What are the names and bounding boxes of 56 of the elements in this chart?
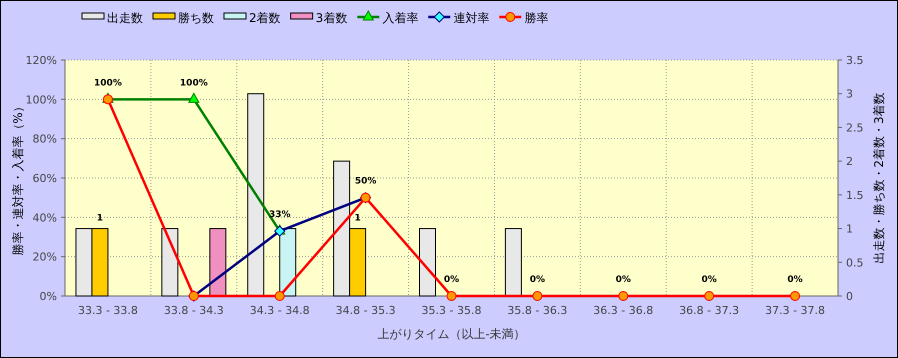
- data-label: 100%: [180, 78, 208, 88]
- y-tick-label: 20%: [32, 250, 57, 264]
- y2-tick-label: 3: [846, 88, 853, 101]
- y2-tick-label: 0.5: [846, 256, 864, 270]
- point: [188, 92, 200, 103]
- bar: [504, 228, 522, 296]
- y-tick-label: 40%: [32, 211, 57, 224]
- y-tick-label: 60%: [32, 172, 57, 185]
- y2-tick-label: 0: [846, 290, 853, 303]
- y-tick-label: 120%: [26, 54, 57, 67]
- y2-tick-label: 2.5: [846, 121, 864, 134]
- x-tick-label: 36.8 - 37.3: [679, 304, 740, 317]
- x-axis-title: 上がりタイム（以上-未満）: [377, 327, 526, 341]
- x-tick-label: 37.3 - 37.8: [765, 304, 826, 317]
- legend-label: 勝ち数: [178, 11, 214, 25]
- data-label: 50%: [354, 176, 376, 187]
- y-tick-label: 100%: [26, 93, 57, 106]
- point: [274, 291, 285, 301]
- legend-label: 入着率: [382, 11, 418, 25]
- point: [446, 291, 456, 301]
- x-tick-label: 33.8 - 34.3: [164, 304, 224, 317]
- data-label: 0%: [444, 275, 460, 285]
- legend-label: 勝率: [524, 11, 548, 25]
- data-label: 0%: [616, 275, 631, 285]
- legend-label: 2着数: [249, 11, 281, 25]
- y2-tick-label: 3.5: [846, 54, 864, 67]
- x-tick-label: 35.3 - 35.8: [422, 304, 482, 317]
- x-tick-label: 34.3 - 34.8: [250, 304, 310, 317]
- y2-tick-label: 1: [846, 222, 853, 236]
- legend-label: 出走数: [107, 11, 143, 25]
- x-tick-label: 33.3 - 33.8: [78, 304, 138, 317]
- data-label: 0%: [702, 275, 717, 285]
- x-tick-label: 36.3 - 36.8: [593, 304, 654, 317]
- point: [704, 291, 714, 301]
- y-tick-label: 0%: [40, 290, 57, 303]
- bar: [161, 228, 178, 296]
- x-tick-label: 34.8 - 35.3: [336, 304, 396, 317]
- data-label: 0%: [530, 275, 546, 285]
- data-label: 0%: [787, 275, 803, 285]
- y-tick-label: 80%: [32, 132, 57, 146]
- y2-axis-title: 出走数・勝ち数・2着数・3着数: [872, 92, 886, 264]
- bar: [247, 93, 264, 296]
- y2-tick-label: 1.5: [846, 188, 864, 202]
- point: [618, 291, 628, 301]
- legend-label: 連対率: [453, 11, 490, 25]
- y-axis-title: 勝率・連対率・入着率（%）: [11, 100, 25, 256]
- x-tick-label: 35.8 - 36.3: [507, 304, 568, 317]
- legend-label: 3着数: [316, 11, 348, 25]
- data-label: 33%: [268, 210, 290, 220]
- data-label: 1: [96, 214, 104, 224]
- point: [532, 291, 542, 301]
- y2-tick-label: 2: [846, 155, 853, 168]
- data-label: 1: [354, 214, 361, 224]
- point: [790, 291, 800, 301]
- data-label: 100%: [94, 78, 122, 88]
- bar: [419, 228, 436, 296]
